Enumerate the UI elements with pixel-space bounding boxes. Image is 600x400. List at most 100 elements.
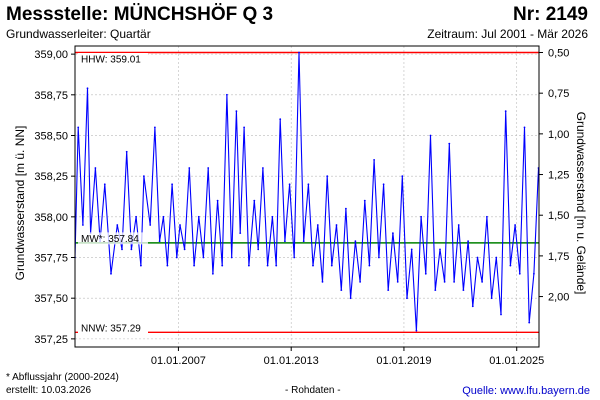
y-tick-label: 358,75 <box>34 90 68 102</box>
series-line-groundwater <box>74 51 540 332</box>
series-point <box>226 93 228 96</box>
series-point <box>125 150 128 153</box>
series-point <box>193 264 196 267</box>
series-point <box>257 248 260 251</box>
series-point <box>110 272 112 275</box>
series-point <box>262 167 264 169</box>
series-point <box>523 126 526 129</box>
y-right-tick-label: 0,50 <box>548 48 569 60</box>
series-point <box>266 264 269 267</box>
series-point <box>330 264 333 267</box>
reference-label-mean: MW*: 357.84 <box>81 234 139 245</box>
series-point <box>448 142 451 145</box>
series-point <box>471 305 474 308</box>
series-point <box>121 248 123 251</box>
series-point <box>326 175 329 178</box>
series-point <box>207 167 210 169</box>
series-point <box>179 224 181 226</box>
series-point <box>420 215 422 218</box>
series-point <box>486 215 488 218</box>
series-point <box>275 264 278 267</box>
x-tick-label: 01.01.2019 <box>376 355 431 367</box>
series-point <box>490 297 493 300</box>
series-point <box>514 224 516 226</box>
reference-lines <box>75 51 539 334</box>
series-point <box>312 264 314 267</box>
series-point <box>216 199 219 202</box>
y-tick-label: 358,00 <box>34 212 68 224</box>
series-point <box>495 256 498 259</box>
grid <box>75 46 539 347</box>
series-point <box>316 224 319 226</box>
series-point <box>424 272 427 275</box>
series-point <box>253 199 256 202</box>
x-tick-label: 01.01.2025 <box>489 355 544 367</box>
y-right-tick-label: 1,75 <box>548 251 569 263</box>
series-point <box>183 248 186 251</box>
series-point <box>518 272 521 275</box>
series-point <box>528 321 531 324</box>
series-point <box>284 240 286 243</box>
series-point <box>349 297 352 300</box>
series-point <box>396 281 399 283</box>
series-point <box>373 159 375 161</box>
series-point <box>230 256 233 259</box>
series-point <box>392 232 394 235</box>
reference-label-bg <box>78 53 148 66</box>
axes: 357,25 357,50 357,75 358,00 358,25 358,50 358,… <box>34 45 569 367</box>
series-point <box>140 264 142 267</box>
series-point <box>363 199 366 202</box>
reference-label-bg <box>78 232 148 245</box>
series-point <box>481 281 483 283</box>
series-point <box>86 87 89 90</box>
series-point <box>298 51 300 54</box>
y-tick-label: 357,50 <box>34 293 68 305</box>
series-point <box>171 183 174 186</box>
series-point <box>467 240 469 243</box>
aquifer-label: Grundwasserleiter: Quartär <box>6 27 151 41</box>
period-label: Zeitraum: Jul 2001 - Mär 2026 <box>427 27 588 41</box>
series-point <box>434 289 437 291</box>
series-point <box>158 240 161 243</box>
series-point <box>116 224 119 226</box>
source-link[interactable]: Quelle: www.lfu.bayern.de <box>462 385 590 397</box>
series-point <box>82 224 84 226</box>
series-point <box>321 281 324 283</box>
y-axis-label-right: Grundwasserstand [m u. Gelände] <box>574 112 588 295</box>
footnote: * Abflussjahr (2000-2024) <box>6 372 119 383</box>
series-point <box>462 289 465 291</box>
series-point <box>354 240 357 243</box>
y-tick-label: 358,25 <box>34 171 68 183</box>
station-number: Nr: 2149 <box>513 4 588 25</box>
series-point <box>235 110 238 112</box>
series-point <box>248 264 250 267</box>
series-point <box>340 289 343 291</box>
series-point <box>188 167 191 169</box>
series-point <box>443 281 446 283</box>
series-point <box>135 215 138 218</box>
series-point <box>202 256 205 259</box>
series-point <box>212 272 214 275</box>
series-point <box>154 126 156 129</box>
series-point <box>457 224 460 226</box>
series-point <box>166 264 169 267</box>
y-tick-label: 358,50 <box>34 130 68 142</box>
series-point <box>149 224 152 226</box>
y-tick-label: 357,25 <box>34 334 68 346</box>
series-point <box>143 175 145 178</box>
series-layer <box>74 51 540 332</box>
reference-labels: HHW: 359.01 MW*: 357.84 NNW: 357.29 <box>78 53 148 334</box>
y-right-tick-label: 1,25 <box>548 170 569 182</box>
series-point <box>175 256 178 259</box>
series-point <box>368 264 371 267</box>
y-right-tick-label: 2,00 <box>548 292 569 304</box>
reference-label-max: HHW: 359.01 <box>81 55 141 66</box>
x-tick-label: 01.01.2007 <box>151 355 206 367</box>
y-tick-label: 359,00 <box>34 49 68 61</box>
series-point <box>302 240 305 243</box>
series-point <box>162 215 165 218</box>
series-point <box>453 281 455 283</box>
series-point <box>387 289 390 291</box>
created-date: erstellt: 10.03.2026 <box>6 385 92 396</box>
